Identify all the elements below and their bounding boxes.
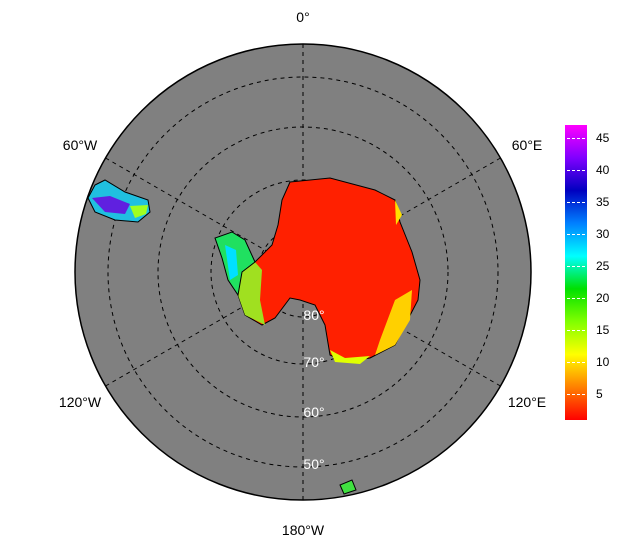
landmass-south-america bbox=[87, 179, 151, 223]
latitude-label-70: 70° bbox=[303, 354, 325, 370]
colorbar-tick-mark bbox=[567, 266, 585, 268]
landmass-antarctica bbox=[214, 177, 421, 364]
latitude-label-80: 80° bbox=[303, 307, 325, 323]
colorbar-tick-label: 45 bbox=[596, 130, 610, 145]
colorbar-tick-label: 20 bbox=[596, 291, 610, 306]
colorbar-tick-mark bbox=[567, 201, 585, 203]
colorbar-tick-label: 15 bbox=[596, 323, 610, 338]
colorbar-tick-mark bbox=[567, 234, 585, 236]
meridian-line bbox=[105, 157, 304, 273]
latitude-label-50: 50° bbox=[303, 456, 325, 472]
colorbar-tick-label: 5 bbox=[596, 387, 603, 402]
colorbar-tick-mark bbox=[567, 298, 585, 300]
colorbar-tick-label: 25 bbox=[596, 259, 610, 274]
meridian-label-120e: 120°E bbox=[507, 394, 547, 410]
colorbar-tick-mark bbox=[567, 169, 585, 171]
colorbar-tick-label: 35 bbox=[596, 194, 610, 209]
meridian-label-0: 0° bbox=[296, 9, 310, 25]
colorbar-tick-mark bbox=[567, 137, 585, 139]
colorbar-tick-label: 10 bbox=[596, 355, 610, 370]
colorbar-tick-mark bbox=[567, 330, 585, 332]
meridian-label-180w: 180°W bbox=[281, 522, 325, 538]
landmass-island bbox=[339, 479, 357, 495]
meridian-label-60e: 60°E bbox=[511, 137, 543, 153]
colorbar-tick-label: 30 bbox=[596, 227, 610, 242]
meridian-line bbox=[105, 271, 304, 387]
colorbar-tick-mark bbox=[567, 394, 585, 396]
meridian-label-120w: 120°W bbox=[58, 394, 102, 410]
colorbar bbox=[565, 125, 587, 420]
meridian-label-60w: 60°W bbox=[62, 137, 98, 153]
colorbar-tick-mark bbox=[567, 362, 585, 364]
latitude-label-60: 60° bbox=[303, 404, 325, 420]
colorbar-tick-label: 40 bbox=[596, 162, 610, 177]
